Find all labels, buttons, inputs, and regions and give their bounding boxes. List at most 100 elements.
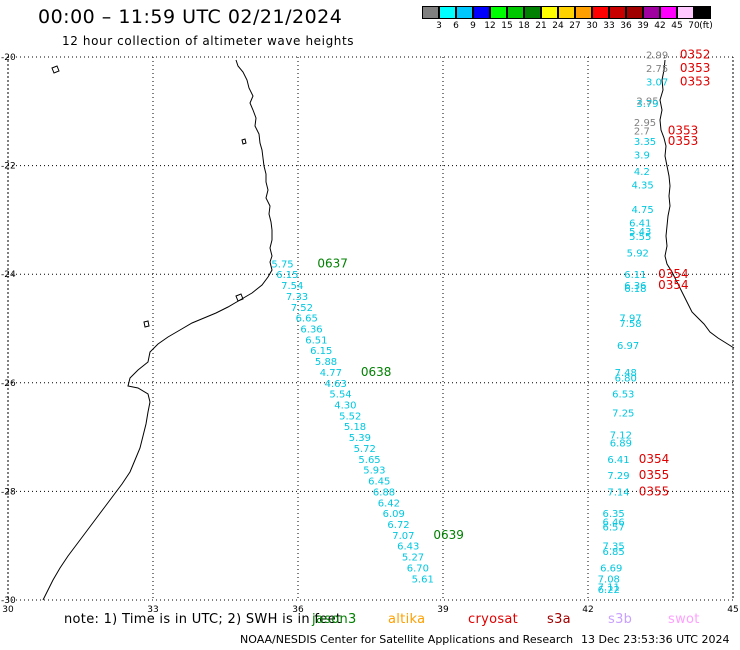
swh-label: 7.12: [610, 430, 632, 441]
swh-label: 6.53: [612, 390, 634, 401]
time-label: 0637: [317, 256, 348, 270]
swh-label: 5.72: [354, 444, 376, 455]
swh-label: 4.35: [632, 181, 654, 192]
swh-label: 6.15: [276, 270, 298, 281]
page-subtitle: 12 hour collection of altimeter wave hei…: [62, 34, 355, 48]
y-tick-label: -22: [1, 162, 16, 172]
swh-label: 7.11: [598, 582, 620, 593]
swh-label: 7.54: [281, 281, 303, 292]
swh-label: 4.63: [325, 379, 347, 390]
swh-label: 6.41: [607, 455, 629, 466]
swh-label: 2.7: [634, 126, 650, 137]
axis-tick-labels: 30 33 36 39 42 45 -20 -22 -24 -26 -28 -30: [1, 53, 739, 615]
time-label: 0353: [680, 74, 711, 88]
swh-label: 6.85: [603, 547, 625, 558]
swh-label: 6.18: [624, 284, 646, 295]
swh-label: 4.2: [634, 167, 650, 178]
island-small-1: [51, 65, 60, 74]
swh-label: 7.97: [619, 314, 641, 325]
swh-label: 6.15: [310, 346, 332, 357]
color-scale-labels: 3 6 9 12 15 18 21 24 27 30 33 36 39 42 45 70 (ft): [422, 21, 740, 33]
coastline-madagascar: [659, 59, 735, 349]
color-scale-label: 33: [603, 21, 615, 31]
color-swatch: [592, 6, 609, 19]
swh-label: 6.09: [383, 509, 405, 520]
mission-s3a: s3a: [547, 612, 571, 627]
swh-label: 6.88: [373, 487, 395, 498]
y-tick-label: -24: [1, 270, 16, 280]
time-label: 0353: [680, 61, 711, 75]
color-scale-label: 18: [518, 21, 530, 31]
time-label: 0354: [639, 452, 670, 466]
y-tick-label: -30: [1, 596, 16, 606]
swh-label: 4.30: [334, 401, 356, 412]
color-scale-label: 12: [484, 21, 496, 31]
map-frame: [7, 56, 734, 601]
mission-swot: swot: [668, 612, 700, 627]
island-small-2: [235, 293, 244, 302]
color-scale-label: 24: [552, 21, 564, 31]
swh-label: 6.65: [296, 314, 318, 325]
color-scale-label: 15: [501, 21, 513, 31]
swh-label: 5.61: [412, 574, 434, 585]
swh-label: 6.42: [378, 498, 400, 509]
swh-label: 7.52: [291, 303, 313, 314]
time-label: 0639: [433, 528, 464, 542]
color-swatch: [558, 6, 575, 19]
swh-label: 6.70: [407, 563, 429, 574]
swh-label: 3.9: [634, 151, 650, 162]
swh-label: 6.69: [600, 563, 622, 574]
swh-label: 6.80: [615, 373, 637, 384]
swh-label: 6.35: [603, 509, 625, 520]
color-swatch: [473, 6, 490, 19]
x-tick-label: 36: [292, 605, 304, 615]
swh-label: 7.07: [392, 531, 414, 542]
footer-note: note: 1) Time is in UTC; 2) SWH is in fe…: [64, 612, 342, 627]
x-tick-label: 33: [147, 605, 158, 615]
color-scale-label: 70: [688, 21, 700, 31]
mission-cryosat: cryosat: [468, 612, 519, 627]
swh-label: 4.77: [320, 368, 342, 379]
color-swatch: [677, 6, 694, 19]
swh-label: 5.18: [344, 422, 366, 433]
color-scale-label: 9: [470, 21, 476, 31]
swh-label: 6.57: [603, 523, 625, 534]
mission-jason3: jason3: [312, 612, 357, 627]
color-swatch: [626, 6, 643, 19]
x-tick-label: 42: [582, 605, 593, 615]
color-swatch: [694, 6, 711, 19]
swh-label: 5.52: [339, 411, 361, 422]
time-label: 0353: [668, 134, 699, 148]
color-swatch: [643, 6, 660, 19]
color-swatch: [490, 6, 507, 19]
swh-label: 7.58: [619, 319, 641, 330]
graticule-grid: [7, 56, 734, 601]
color-swatch: [541, 6, 558, 19]
swh-label: 3.35: [634, 137, 656, 148]
swh-label: 6.72: [387, 520, 409, 531]
swh-label: 7.08: [598, 574, 620, 585]
time-label: 0355: [639, 484, 670, 498]
x-tick-label: 30: [2, 605, 14, 615]
color-swatch: [609, 6, 626, 19]
time-label: 0355: [639, 468, 670, 482]
color-scale-bar: [422, 6, 711, 19]
color-scale-label: 45: [671, 21, 683, 31]
swh-label: 6.22: [598, 585, 620, 596]
swh-label: 6.45: [368, 477, 390, 488]
color-swatch: [439, 6, 456, 19]
color-swatch: [507, 6, 524, 19]
swh-label: 6.46: [603, 517, 625, 528]
swh-label: 5.54: [329, 390, 351, 401]
color-swatch: [456, 6, 473, 19]
swh-label: 5.65: [358, 455, 380, 466]
color-scale-label: 39: [637, 21, 649, 31]
time-label: 0354: [658, 267, 689, 281]
page-title: 00:00 – 11:59 UTC 02/21/2024: [38, 6, 343, 28]
color-swatch: [422, 6, 439, 19]
swh-label: 6.41: [629, 219, 651, 230]
y-tick-label: -26: [1, 379, 16, 389]
color-scale-label: 6: [453, 21, 459, 31]
swh-label: 3.07: [646, 77, 668, 88]
